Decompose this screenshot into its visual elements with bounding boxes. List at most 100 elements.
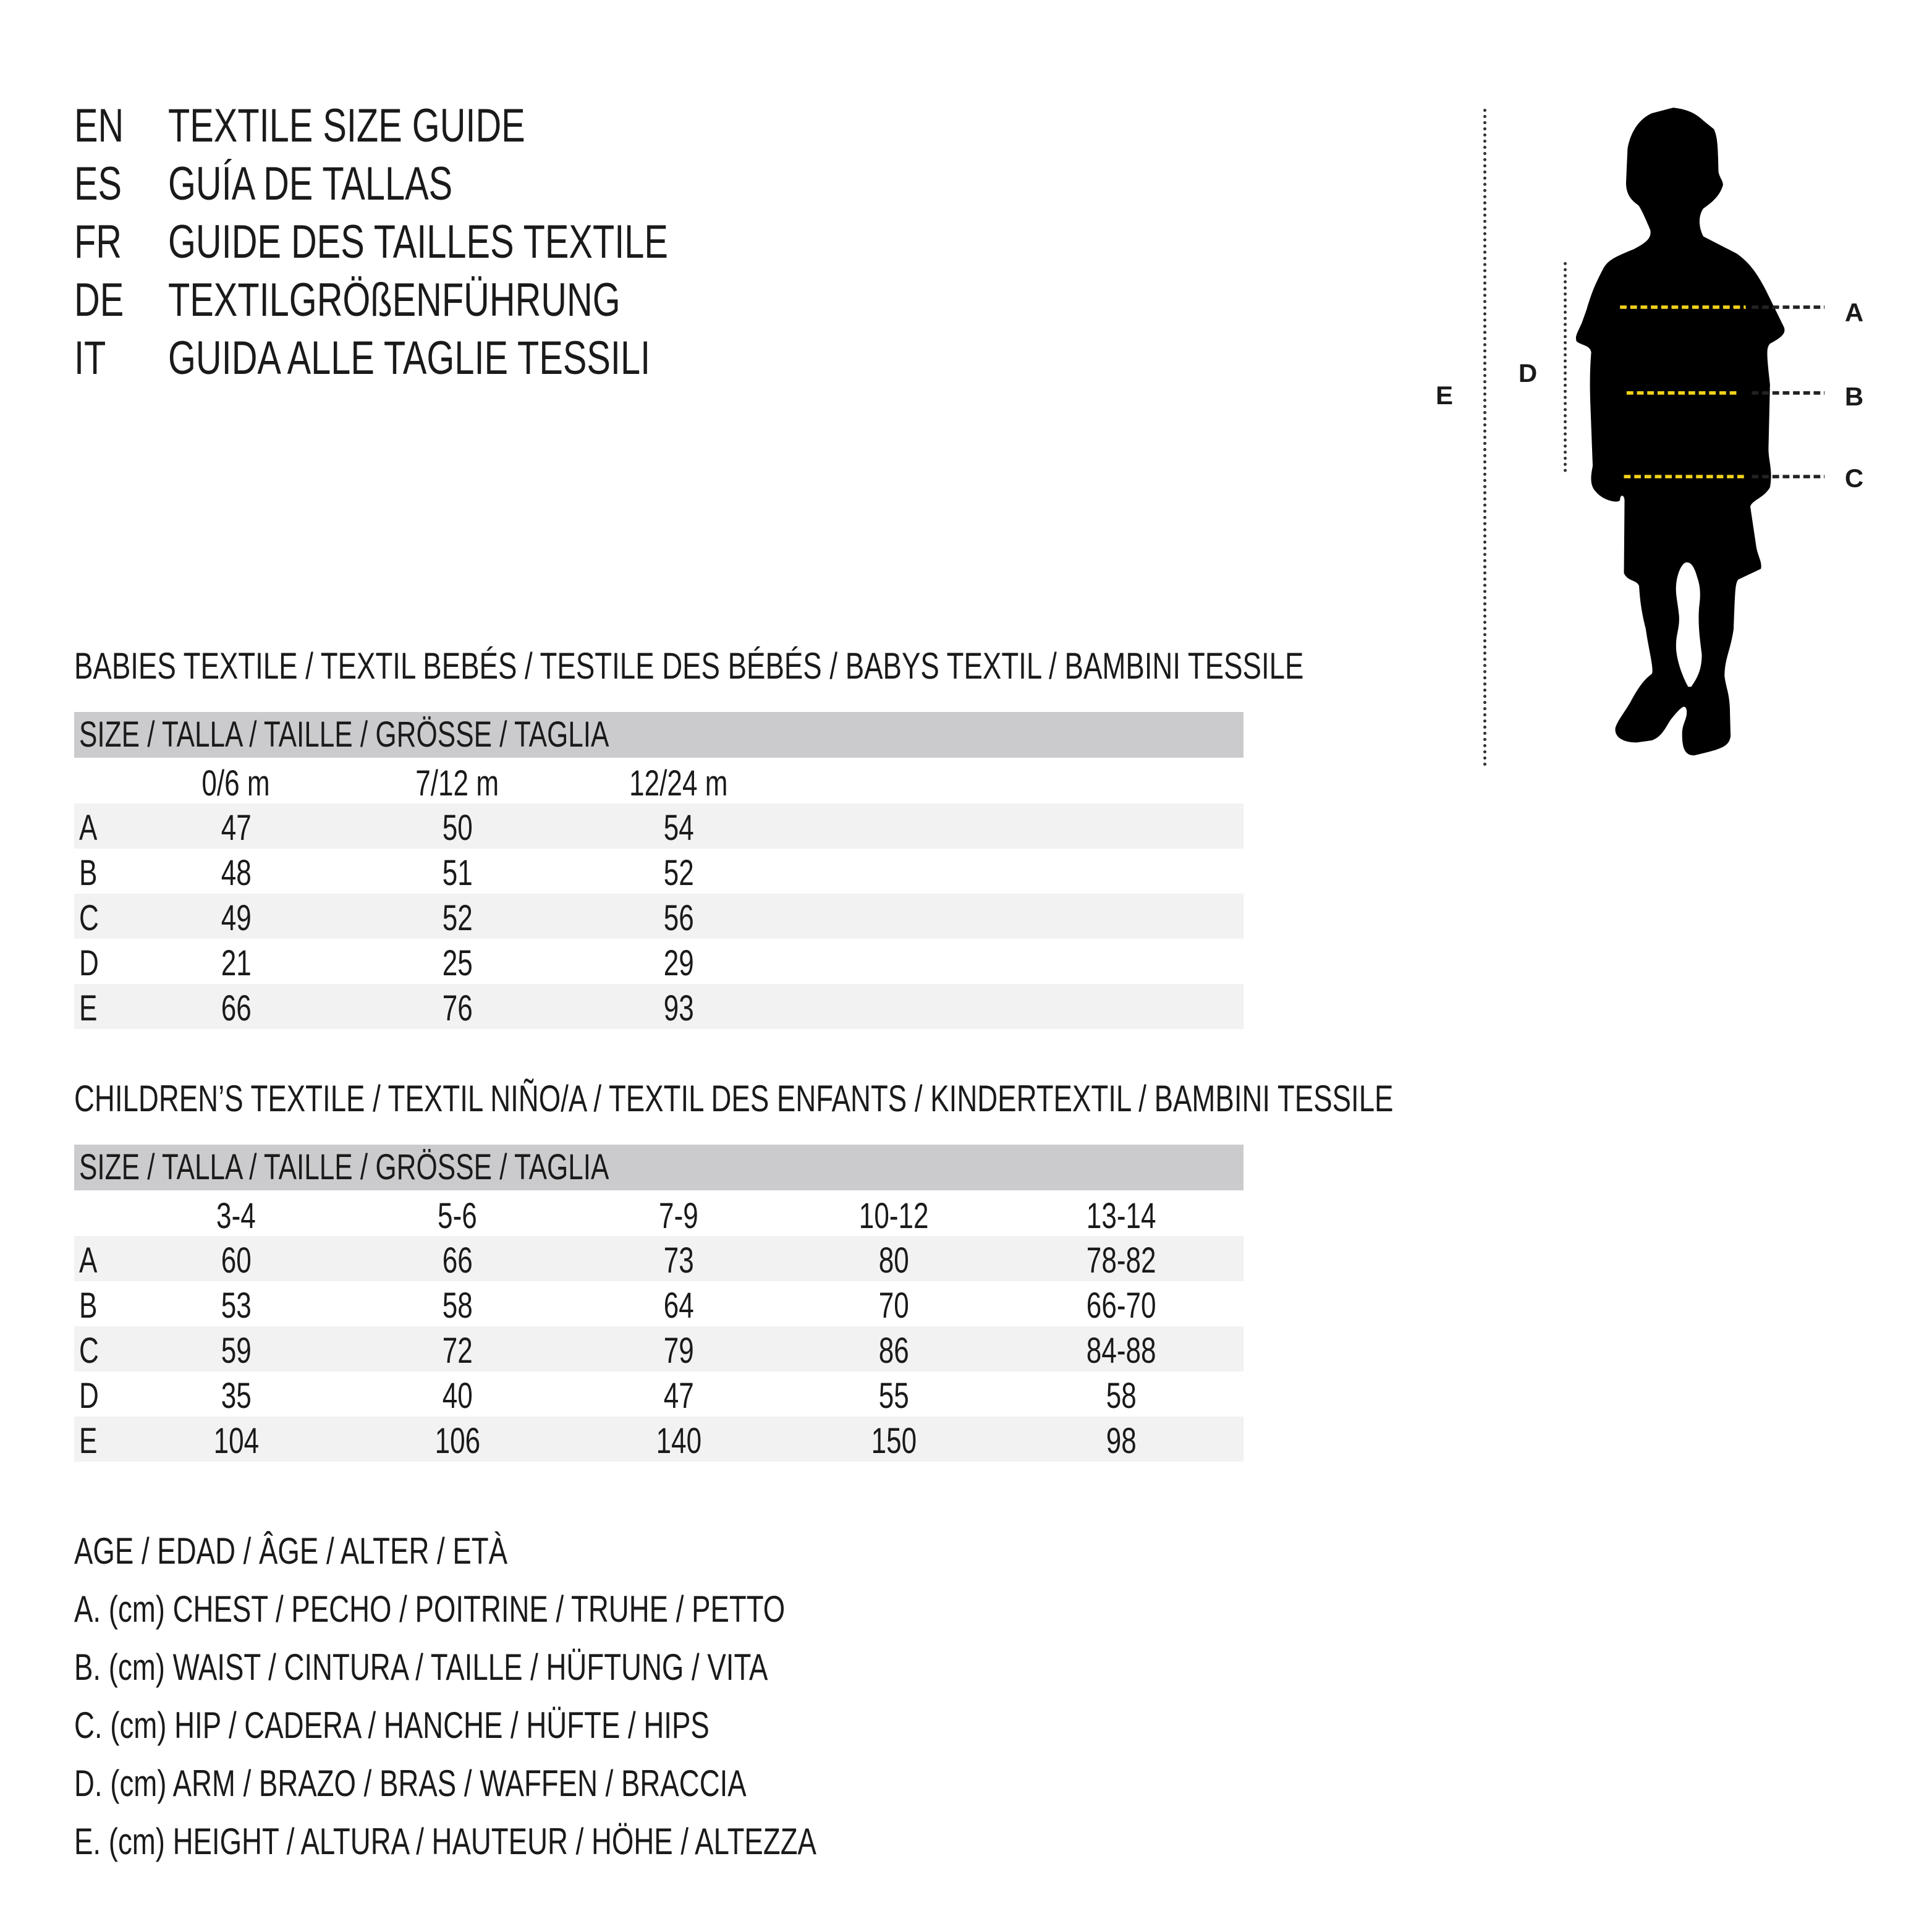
- table-cell: 55: [801, 1371, 986, 1421]
- table-cell-value: 86: [878, 1331, 909, 1371]
- table-cell-value: 58: [1106, 1376, 1137, 1416]
- label-a: A: [1844, 298, 1864, 327]
- table-cell: 150: [801, 1417, 986, 1466]
- table-cell-value: 54: [663, 808, 694, 848]
- table-cell-value: 60: [221, 1240, 252, 1281]
- table-cell: 80: [801, 1236, 986, 1286]
- row-label-text: D: [79, 1376, 99, 1416]
- guide-title: TEXTILE SIZE GUIDE: [168, 97, 638, 155]
- table-cell: 98: [1028, 1417, 1214, 1466]
- column-header-row: 0/6 m 7/12 m 12/24 m: [74, 758, 1244, 803]
- row-label-text: C: [79, 898, 99, 938]
- column-header: 7/12 m: [365, 758, 550, 810]
- table-cell-value: 48: [221, 853, 252, 893]
- column-header: 13-14: [1028, 1190, 1214, 1242]
- legend-item-text: B. (cm) WAIST / CINTURA / TAILLE / HÜFTU…: [74, 1646, 768, 1688]
- guide-title-text: GUIDE DES TAILLES TEXTILE: [168, 216, 668, 268]
- legend-item-text: A. (cm) CHEST / PECHO / POITRINE / TRUHE…: [74, 1588, 786, 1630]
- guide-title: GUIDA ALLE TAGLIE TESSILI: [168, 329, 802, 388]
- column-header-row: 3-4 5-6 7-9 10-12 13-14: [74, 1190, 1244, 1236]
- table-cell: 47: [586, 1371, 771, 1421]
- row-label: D: [79, 939, 105, 988]
- row-label: E: [79, 1417, 103, 1466]
- language-code-text: EN: [74, 100, 124, 152]
- row-label: D: [79, 1371, 105, 1421]
- row-label: A: [79, 803, 103, 853]
- table-cell-value: 25: [442, 943, 473, 983]
- table-row: B 53 58 64 70 66-70: [74, 1281, 1244, 1326]
- table-cell: 56: [586, 894, 771, 943]
- language-code: IT: [74, 329, 116, 388]
- table-cell-value: 104: [213, 1421, 259, 1461]
- legend-item-text: C. (cm) HIP / CADERA / HANCHE / HÜFTE / …: [74, 1705, 710, 1746]
- column-header-text: 12/24 m: [629, 763, 728, 803]
- table-cell-value: 53: [221, 1286, 252, 1326]
- table-cell: 52: [586, 849, 771, 898]
- column-header: 0/6 m: [143, 758, 329, 810]
- row-label: A: [79, 1236, 103, 1286]
- row-label-text: A: [79, 1240, 98, 1281]
- legend-item: E. (cm) HEIGHT / ALTURA / HAUTEUR / HÖHE…: [74, 1813, 1051, 1871]
- size-header-label: SIZE / TALLA / TAILLE / GRÖSSE / TAGLIA: [79, 714, 609, 755]
- table-cell: 25: [365, 939, 550, 988]
- row-label-text: E: [79, 988, 98, 1028]
- legend-item-text: D. (cm) ARM / BRAZO / BRAS / WAFFEN / BR…: [74, 1763, 747, 1804]
- guide-title-text: GUIDA ALLE TAGLIE TESSILI: [168, 332, 651, 384]
- size-header-bar: SIZE / TALLA / TAILLE / GRÖSSE / TAGLIA: [74, 1145, 1244, 1190]
- table-cell-value: 29: [663, 943, 694, 983]
- legend-item-text: AGE / EDAD / ÂGE / ALTER / ETÀ: [74, 1530, 508, 1572]
- column-header: 12/24 m: [586, 758, 771, 810]
- section-heading-text: BABIES TEXTILE / TEXTIL BEBÉS / TESTILE …: [74, 645, 1304, 687]
- table-cell: 140: [586, 1417, 771, 1466]
- table-cell: 48: [143, 849, 329, 898]
- table-cell-value: 47: [663, 1376, 694, 1416]
- table-cell-value: 84-88: [1086, 1331, 1156, 1371]
- table-row: A 47 50 54: [74, 803, 1244, 849]
- table-cell-value: 55: [878, 1376, 909, 1416]
- label-b: B: [1844, 382, 1864, 411]
- table-row: C 49 52 56: [74, 894, 1244, 939]
- language-code: ES: [74, 155, 137, 213]
- guide-title-text: TEXTILGRÖßENFÜHRUNG: [168, 274, 621, 326]
- table-cell: 29: [586, 939, 771, 988]
- table-cell-value: 59: [221, 1331, 252, 1371]
- table-cell: 53: [143, 1281, 329, 1331]
- language-code-text: DE: [74, 274, 124, 326]
- table-row: A 60 66 73 80 78-82: [74, 1236, 1244, 1281]
- language-code-text: ES: [74, 158, 122, 210]
- table-row: C 59 72 79 86 84-88: [74, 1326, 1244, 1371]
- legend-item: D. (cm) ARM / BRAZO / BRAS / WAFFEN / BR…: [74, 1755, 959, 1813]
- table-cell-value: 78-82: [1086, 1240, 1156, 1281]
- table-cell: 58: [1028, 1371, 1214, 1421]
- table-cell-value: 64: [663, 1286, 694, 1326]
- table-cell-value: 93: [663, 988, 694, 1028]
- table-cell-value: 40: [442, 1376, 473, 1416]
- table-row: B 48 51 52: [74, 849, 1244, 894]
- table-cell-value: 35: [221, 1376, 252, 1416]
- guide-title: GUIDE DES TAILLES TEXTILE: [168, 213, 826, 271]
- row-label: C: [79, 894, 105, 943]
- legend-item-text: E. (cm) HEIGHT / ALTURA / HAUTEUR / HÖHE…: [74, 1821, 816, 1862]
- arm-measure-line: [1564, 262, 1567, 472]
- size-header-label: SIZE / TALLA / TAILLE / GRÖSSE / TAGLIA: [79, 1147, 609, 1187]
- table-row: D 21 25 29: [74, 939, 1244, 984]
- table-cell: 66: [143, 984, 329, 1033]
- table-cell-value: 49: [221, 898, 252, 938]
- table-cell-value: 140: [656, 1421, 701, 1461]
- table-cell: 21: [143, 939, 329, 988]
- guide-title-text: TEXTILE SIZE GUIDE: [168, 100, 525, 152]
- column-header-text: 0/6 m: [201, 763, 271, 803]
- table-cell-value: 50: [442, 808, 473, 848]
- table-cell-value: 79: [663, 1331, 694, 1371]
- table-cell: 47: [143, 803, 329, 853]
- size-table: SIZE / TALLA / TAILLE / GRÖSSE / TAGLIA 0…: [74, 712, 1244, 1029]
- column-header-text: 13-14: [1086, 1196, 1156, 1236]
- label-c: C: [1844, 464, 1864, 493]
- section-heading: BABIES TEXTILE / TEXTIL BEBÉS / TESTILE …: [74, 642, 1692, 691]
- column-header: 10-12: [801, 1190, 986, 1242]
- table-cell-value: 47: [221, 808, 252, 848]
- table-cell-value: 66: [442, 1240, 473, 1281]
- column-header-text: 3-4: [216, 1196, 256, 1236]
- size-table: SIZE / TALLA / TAILLE / GRÖSSE / TAGLIA 3…: [74, 1145, 1244, 1462]
- table-cell: 79: [586, 1326, 771, 1376]
